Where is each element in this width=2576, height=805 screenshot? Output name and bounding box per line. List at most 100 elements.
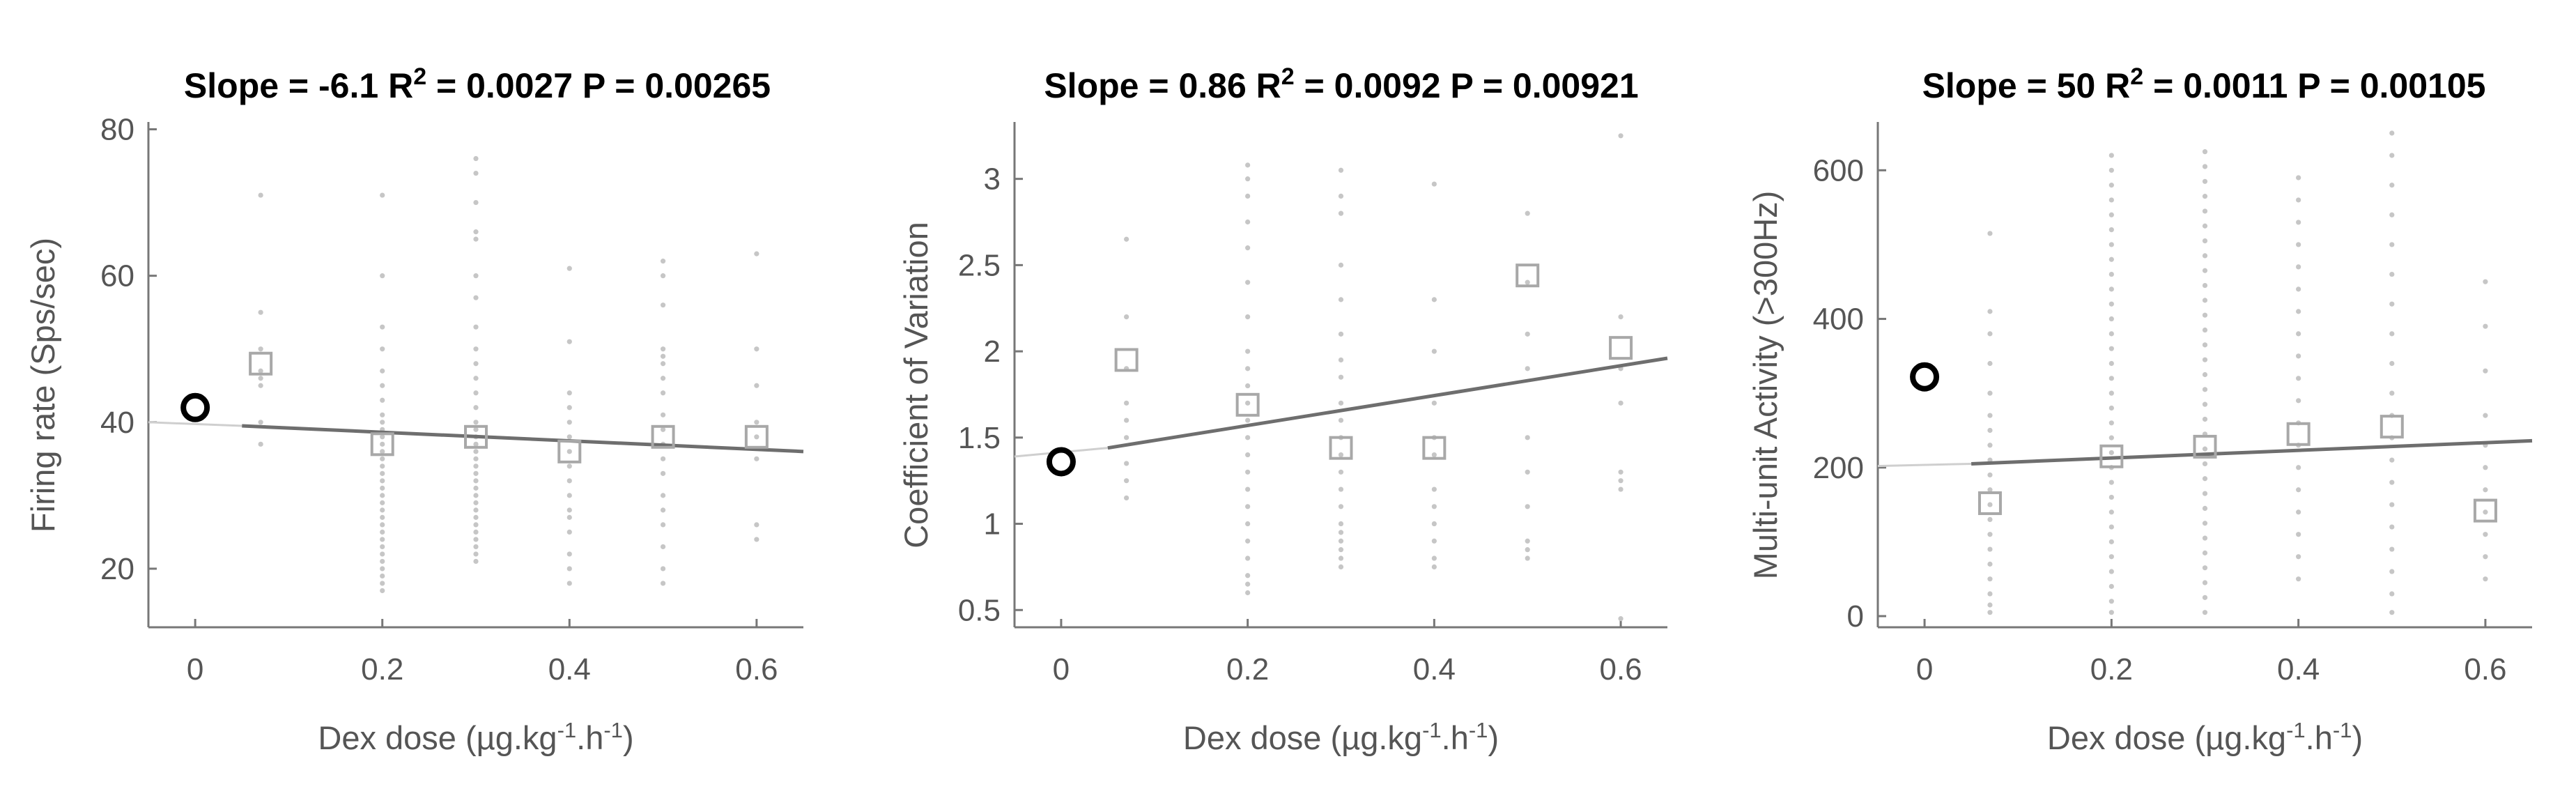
y-tick-label: 600 bbox=[1813, 153, 1864, 187]
raw-point bbox=[1245, 400, 1251, 406]
raw-point bbox=[1431, 538, 1437, 544]
title-prefix: Slope = 50 R bbox=[1922, 66, 2131, 105]
y-tick-label: 2.5 bbox=[958, 248, 1001, 282]
raw-point bbox=[566, 529, 572, 535]
raw-point bbox=[2389, 457, 2395, 463]
raw-point bbox=[1618, 486, 1624, 492]
raw-point bbox=[473, 405, 479, 411]
raw-point bbox=[1124, 461, 1129, 466]
raw-point bbox=[1987, 532, 1993, 537]
raw-point bbox=[473, 295, 479, 300]
raw-point bbox=[566, 390, 572, 396]
raw-point bbox=[754, 251, 759, 256]
raw-point bbox=[1338, 555, 1344, 561]
raw-point bbox=[1124, 236, 1129, 242]
raw-point bbox=[473, 199, 479, 206]
x-tick-label: 0 bbox=[1053, 652, 1070, 687]
raw-point bbox=[660, 522, 666, 528]
raw-point bbox=[2108, 360, 2114, 367]
raw-point bbox=[2108, 450, 2114, 456]
raw-point bbox=[2296, 331, 2301, 337]
raw-point bbox=[1431, 521, 1437, 527]
raw-point bbox=[660, 470, 666, 476]
raw-point bbox=[2389, 183, 2395, 188]
raw-point bbox=[1987, 561, 1993, 567]
raw-point bbox=[660, 456, 666, 461]
raw-point bbox=[566, 514, 572, 520]
raw-point bbox=[2108, 331, 2114, 337]
raw-point bbox=[1431, 452, 1437, 458]
raw-point bbox=[1618, 616, 1624, 622]
raw-point bbox=[660, 353, 666, 359]
raw-point bbox=[2483, 413, 2488, 418]
raw-point bbox=[1987, 413, 1993, 418]
raw-point bbox=[566, 566, 572, 572]
raw-point bbox=[258, 441, 263, 447]
raw-point bbox=[754, 522, 759, 528]
raw-point bbox=[2389, 390, 2395, 396]
raw-point bbox=[1431, 555, 1437, 561]
raw-point bbox=[1338, 297, 1344, 302]
baseline-marker bbox=[180, 392, 210, 422]
raw-point bbox=[660, 302, 666, 308]
raw-point bbox=[1525, 331, 1530, 337]
raw-point bbox=[473, 449, 479, 454]
y-tick-label: 1.5 bbox=[958, 421, 1001, 455]
raw-point bbox=[380, 573, 385, 579]
raw-point bbox=[473, 463, 479, 469]
raw-point bbox=[2202, 461, 2208, 467]
title-prefix: Slope = 0.86 R bbox=[1044, 66, 1281, 105]
raw-point bbox=[380, 529, 385, 535]
raw-point bbox=[1431, 400, 1437, 406]
raw-point bbox=[2296, 487, 2301, 493]
raw-point bbox=[258, 420, 263, 425]
y-axis-label: Multi-unit Activity (>300Hz) bbox=[1747, 191, 1784, 580]
raw-point bbox=[2202, 178, 2208, 184]
raw-point bbox=[1245, 538, 1251, 544]
xlabel-prefix: Dex dose (µg.kg bbox=[318, 719, 557, 756]
raw-point bbox=[1987, 610, 1993, 615]
raw-point bbox=[2202, 371, 2208, 378]
raw-point bbox=[473, 551, 479, 557]
title-superscript: 2 bbox=[2130, 63, 2143, 90]
xlabel-superscript: -1 bbox=[1469, 718, 1488, 742]
raw-point bbox=[2108, 212, 2114, 217]
fit-extension-line bbox=[148, 421, 242, 427]
raw-point bbox=[1124, 478, 1129, 484]
raw-point bbox=[1245, 504, 1251, 509]
x-tick-label: 0.6 bbox=[1599, 652, 1642, 687]
mean-marker bbox=[651, 424, 675, 449]
raw-point bbox=[473, 324, 479, 330]
raw-point bbox=[473, 456, 479, 461]
raw-point bbox=[258, 376, 263, 381]
raw-point bbox=[1431, 486, 1437, 492]
raw-point bbox=[2389, 130, 2395, 136]
raw-point bbox=[2483, 532, 2488, 537]
raw-point bbox=[566, 420, 572, 425]
raw-point bbox=[2202, 194, 2208, 199]
raw-point bbox=[1987, 427, 1993, 434]
x-tick-label: 0.2 bbox=[2090, 652, 2133, 687]
raw-point bbox=[1525, 210, 1530, 216]
x-tick-label: 0.2 bbox=[361, 652, 403, 687]
raw-point bbox=[660, 273, 666, 279]
raw-point bbox=[380, 397, 385, 403]
y-tick-label: 60 bbox=[100, 259, 134, 293]
raw-point bbox=[1525, 504, 1530, 509]
raw-point bbox=[2202, 342, 2208, 348]
raw-point bbox=[2108, 405, 2114, 411]
xlabel-superscript: -1 bbox=[2286, 718, 2306, 742]
raw-point bbox=[1338, 374, 1344, 380]
raw-point bbox=[2108, 390, 2114, 396]
raw-point bbox=[1987, 546, 1993, 552]
raw-point bbox=[380, 478, 385, 484]
title-superscript: 2 bbox=[1281, 63, 1295, 90]
raw-point bbox=[2202, 327, 2208, 333]
raw-point bbox=[1245, 193, 1251, 199]
raw-point bbox=[380, 434, 385, 440]
raw-point bbox=[1618, 469, 1624, 475]
raw-point bbox=[380, 566, 385, 572]
raw-point bbox=[473, 236, 479, 242]
raw-point bbox=[2108, 494, 2114, 500]
